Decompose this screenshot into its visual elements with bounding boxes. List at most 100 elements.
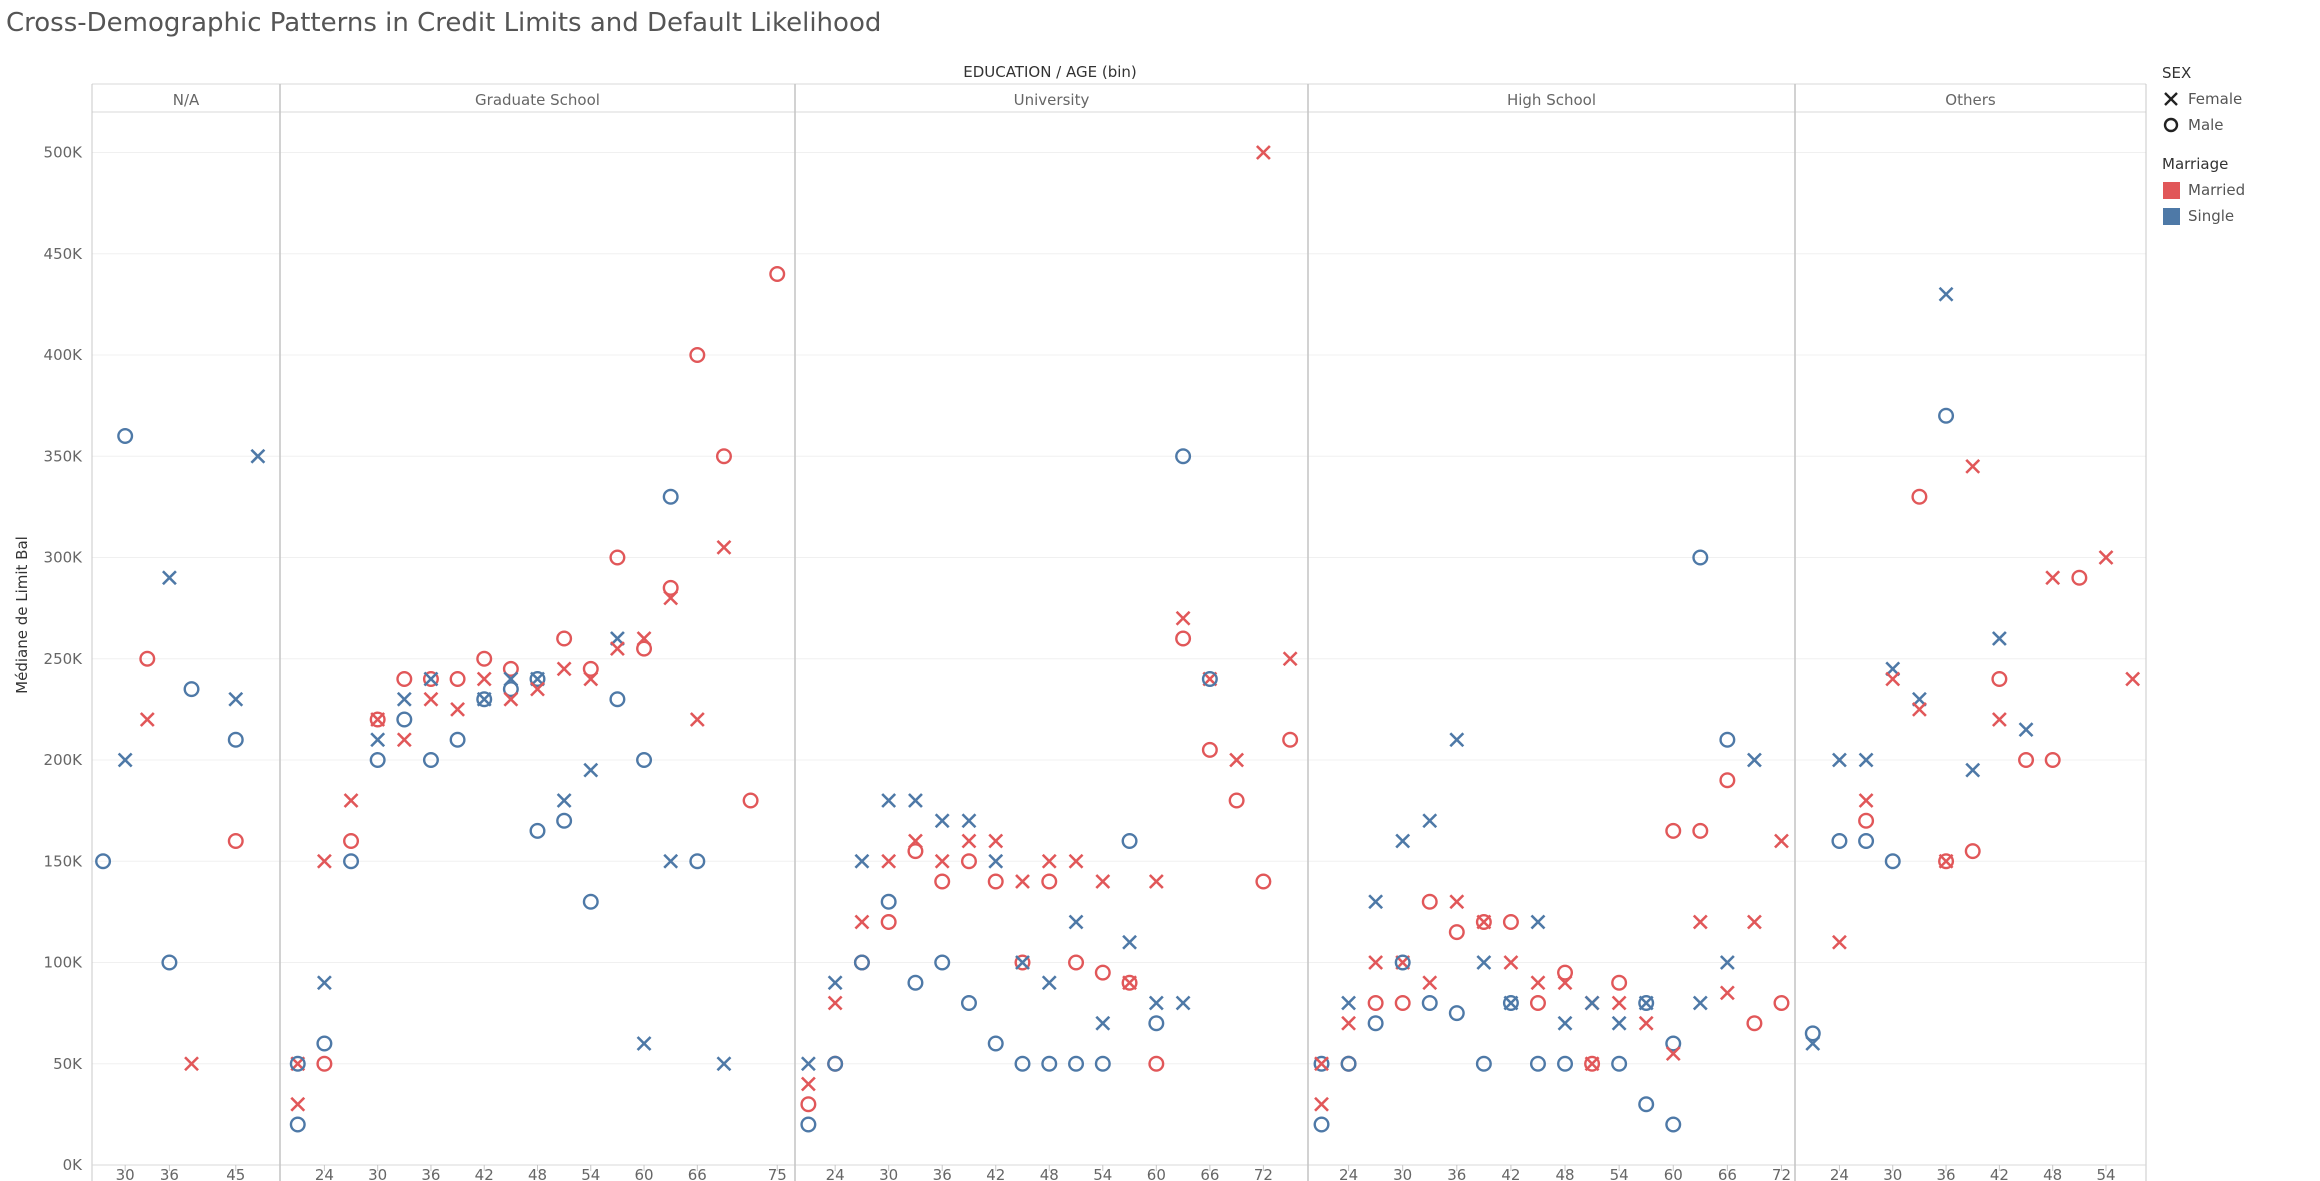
data-point-male-married [800, 1096, 817, 1113]
legend-item-female[interactable]: Female [2162, 86, 2242, 112]
y-tick-label: 350K [44, 447, 84, 465]
data-point-female-married [1991, 712, 2007, 727]
data-point-male-single [1094, 1055, 1111, 1072]
data-point-male-married [1938, 853, 1955, 870]
data-point-female-married [988, 833, 1004, 849]
data-point-male-single [1529, 1055, 1546, 1072]
x-tick-label: 72 [1772, 1166, 1791, 1181]
data-point-female-single [2018, 722, 2034, 738]
data-point-female-married [1095, 874, 1111, 889]
data-point-female-married [316, 853, 332, 869]
data-point-female-married [2045, 570, 2061, 586]
data-point-female-married [716, 539, 732, 555]
data-point-female-single [800, 1056, 816, 1072]
data-point-female-single [1611, 1015, 1627, 1031]
data-point-male-married [1858, 812, 1875, 829]
data-point-male-married [1228, 792, 1245, 809]
data-point-male-married [449, 671, 466, 688]
data-point-female-single [1068, 914, 1084, 930]
data-point-male-single [960, 995, 977, 1012]
data-point-female-married [1255, 145, 1271, 160]
data-point-male-single [1475, 1055, 1492, 1072]
x-tick-label: 54 [1093, 1166, 1112, 1181]
data-point-male-married [1475, 914, 1492, 931]
data-point-female-married [290, 1096, 306, 1112]
data-point-male-single [117, 428, 134, 445]
sex-legend: SEX Female Male [2162, 64, 2242, 138]
legend-label-single: Single [2188, 207, 2235, 225]
data-point-male-single [316, 1035, 333, 1052]
data-point-male-single [1340, 1055, 1357, 1072]
x-tick-label: 24 [1339, 1166, 1358, 1181]
data-point-male-married [1991, 671, 2008, 688]
data-point-female-single [908, 793, 923, 808]
data-point-male-married [907, 843, 924, 860]
data-point-male-married [1557, 964, 1574, 981]
data-point-female-single [1175, 995, 1191, 1011]
x-tick-label: 54 [2096, 1166, 2115, 1181]
legend-label-female: Female [2188, 90, 2243, 108]
data-point-male-married [1201, 741, 1218, 758]
data-point-female-married [530, 681, 545, 697]
data-point-female-single [636, 1036, 652, 1051]
data-point-female-married [1015, 874, 1030, 889]
data-point-female-single [1395, 833, 1411, 849]
data-point-female-married [1041, 853, 1057, 869]
data-point-female-single [1095, 1015, 1111, 1031]
legend-item-male[interactable]: Male [2162, 112, 2242, 138]
data-point-female-single [854, 853, 870, 869]
data-point-male-single [827, 1055, 844, 1072]
data-point-male-single [422, 752, 439, 769]
data-point-male-single [689, 853, 706, 870]
data-point-female-married [184, 1056, 199, 1072]
data-point-female-married [1611, 995, 1627, 1011]
data-point-female-married [1422, 975, 1438, 991]
data-point-female-married [1503, 955, 1519, 970]
data-point-female-single [1832, 752, 1847, 768]
y-tick-label: 300K [44, 549, 84, 567]
data-point-male-married [556, 630, 573, 647]
data-point-male-single [1804, 1025, 1821, 1042]
data-point-female-married [2125, 671, 2141, 687]
data-point-male-single [1557, 1055, 1574, 1072]
x-tick-label: 30 [368, 1166, 387, 1181]
data-point-male-married [1719, 772, 1736, 789]
data-point-female-married [1858, 793, 1874, 808]
data-point-male-single [636, 752, 653, 769]
data-point-female-married [1148, 874, 1164, 889]
data-point-female-single [827, 975, 843, 991]
data-point-male-married [2044, 752, 2061, 769]
data-point-female-married [1746, 914, 1762, 930]
data-point-male-single [1831, 833, 1848, 850]
x-tick-label: 36 [160, 1166, 179, 1181]
data-point-male-single [289, 1116, 306, 1133]
data-point-female-married [1692, 914, 1708, 930]
data-point-female-single [161, 570, 177, 586]
data-point-male-married [662, 579, 679, 596]
data-point-male-married [1175, 630, 1192, 647]
data-point-male-single [1719, 731, 1736, 748]
legend-label-married: Married [2188, 181, 2246, 199]
x-tick-label: 30 [1393, 1166, 1412, 1181]
data-point-male-single [183, 681, 200, 698]
data-point-male-married [1421, 893, 1438, 910]
legend-item-married[interactable]: Married [2162, 177, 2245, 203]
data-point-male-married [422, 671, 439, 688]
data-point-male-married [1394, 995, 1411, 1012]
x-tick-label: 66 [1718, 1166, 1737, 1181]
data-point-male-married [934, 873, 951, 890]
x-tick-label: 54 [581, 1166, 600, 1181]
legend-label-male: Male [2188, 116, 2224, 134]
data-point-male-single [1448, 1005, 1465, 1022]
y-tick-label: 100K [44, 954, 84, 972]
data-point-female-married [343, 793, 359, 808]
data-point-female-married [1449, 894, 1465, 910]
data-point-male-single [1313, 1116, 1330, 1133]
data-point-female-married [1341, 1015, 1357, 1031]
data-point-male-single [1858, 833, 1875, 850]
data-point-female-single [934, 813, 950, 829]
x-tick-label: 48 [2043, 1166, 2062, 1181]
x-tick-label: 30 [879, 1166, 898, 1181]
gridlines [92, 152, 2146, 1166]
legend-item-single[interactable]: Single [2162, 203, 2245, 229]
